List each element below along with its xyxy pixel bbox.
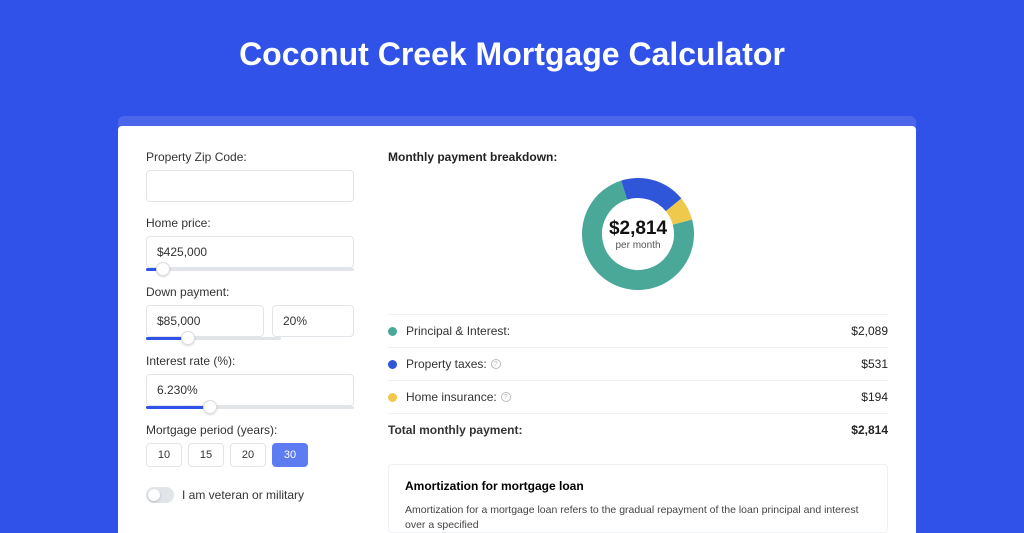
donut-chart: $2,814 per month [578,174,698,294]
veteran-toggle-knob [148,489,160,501]
down-payment-slider-thumb[interactable] [181,331,195,345]
interest-slider-thumb[interactable] [203,400,217,414]
total-value: $2,814 [851,423,888,437]
breakdown-title: Monthly payment breakdown: [388,150,888,164]
home-price-label: Home price: [146,216,354,230]
interest-slider[interactable] [146,406,354,409]
period-btn-10[interactable]: 10 [146,443,182,467]
down-payment-group: Down payment: [146,285,354,340]
veteran-toggle[interactable] [146,487,174,503]
veteran-row: I am veteran or military [146,487,354,503]
breakdown-row-taxes: Property taxes: ? $531 [388,347,888,380]
interest-label: Interest rate (%): [146,354,354,368]
breakdown-label-principal: Principal & Interest: [406,324,851,338]
calculator-panel: Property Zip Code: Home price: Down paym… [118,126,916,533]
down-payment-pct-input[interactable] [272,305,354,337]
dot-taxes [388,360,397,369]
period-btn-30[interactable]: 30 [272,443,308,467]
amortization-text: Amortization for a mortgage loan refers … [405,503,871,532]
dot-principal [388,327,397,336]
breakdown-label-taxes-text: Property taxes: [406,357,487,371]
breakdown-value-insurance: $194 [861,390,888,404]
info-icon[interactable]: ? [501,392,511,402]
down-payment-input[interactable] [146,305,264,337]
breakdown-column: Monthly payment breakdown: $2,814 per mo… [378,126,916,533]
interest-slider-fill [146,406,210,409]
page-title: Coconut Creek Mortgage Calculator [0,0,1024,73]
zip-field-group: Property Zip Code: [146,150,354,202]
home-price-input[interactable] [146,236,354,268]
breakdown-label-insurance: Home insurance: ? [406,390,861,404]
breakdown-label-taxes: Property taxes: ? [406,357,861,371]
zip-input[interactable] [146,170,354,202]
interest-group: Interest rate (%): [146,354,354,409]
breakdown-row-principal: Principal & Interest: $2,089 [388,314,888,347]
total-label: Total monthly payment: [388,423,851,437]
breakdown-value-principal: $2,089 [851,324,888,338]
down-payment-slider[interactable] [146,337,281,340]
breakdown-row-total: Total monthly payment: $2,814 [388,413,888,446]
home-price-slider[interactable] [146,268,354,271]
form-column: Property Zip Code: Home price: Down paym… [118,126,378,533]
info-icon[interactable]: ? [491,359,501,369]
donut-sub: per month [615,240,660,251]
dot-insurance [388,393,397,402]
period-btn-15[interactable]: 15 [188,443,224,467]
period-label: Mortgage period (years): [146,423,354,437]
breakdown-label-insurance-text: Home insurance: [406,390,497,404]
period-btn-20[interactable]: 20 [230,443,266,467]
amortization-title: Amortization for mortgage loan [405,479,871,493]
home-price-group: Home price: [146,216,354,271]
zip-label: Property Zip Code: [146,150,354,164]
period-group: Mortgage period (years): 10 15 20 30 [146,423,354,467]
amortization-section: Amortization for mortgage loan Amortizat… [388,464,888,533]
breakdown-value-taxes: $531 [861,357,888,371]
interest-input[interactable] [146,374,354,406]
calculator-outer-panel: Property Zip Code: Home price: Down paym… [118,116,916,533]
veteran-label: I am veteran or military [182,488,304,502]
breakdown-row-insurance: Home insurance: ? $194 [388,380,888,413]
donut-amount: $2,814 [609,218,667,240]
home-price-slider-thumb[interactable] [156,262,170,276]
period-buttons: 10 15 20 30 [146,443,354,467]
down-payment-label: Down payment: [146,285,354,299]
donut-center: $2,814 per month [578,174,698,294]
